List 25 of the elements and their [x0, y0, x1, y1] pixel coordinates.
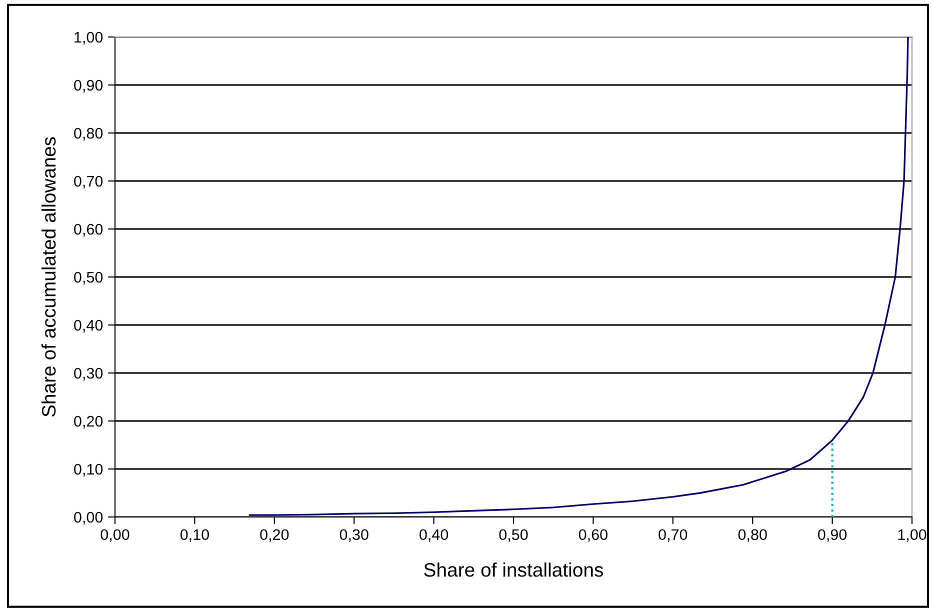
y-axis-title: Share of accumulated allowanes [41, 137, 56, 417]
x-tick-label: 0,40 [420, 529, 448, 542]
y-tick-label: 0,50 [74, 272, 103, 284]
y-tick-label: 0,20 [74, 416, 103, 428]
x-tick-label: 0,90 [818, 529, 847, 542]
y-tick-label: 0,00 [74, 512, 103, 524]
x-tick-label: 0,60 [578, 529, 608, 542]
y-tick-label: 0,80 [74, 128, 103, 140]
x-tick-label: 1,00 [898, 529, 926, 542]
x-tick-label: 0,30 [340, 529, 368, 542]
y-tick-label: 1,00 [74, 32, 103, 44]
x-tick-label: 0,00 [100, 529, 130, 542]
line-series [248, 37, 909, 516]
y-tick-label: 0,10 [74, 464, 103, 476]
x-tick-label: 0,70 [658, 529, 688, 542]
x-tick-label: 0,20 [260, 529, 289, 542]
y-tick-label: 0,30 [74, 368, 103, 380]
y-tick-label: 0,60 [74, 224, 103, 236]
y-tick-label: 0,70 [74, 176, 103, 188]
y-tick-label: 0,90 [74, 80, 103, 92]
x-tick-label: 0,50 [499, 529, 528, 542]
x-tick-label: 0,10 [180, 529, 209, 542]
y-tick-label: 0,40 [74, 320, 103, 332]
x-axis-title: Share of installations [424, 562, 604, 577]
x-tick-label: 0,80 [738, 529, 767, 542]
